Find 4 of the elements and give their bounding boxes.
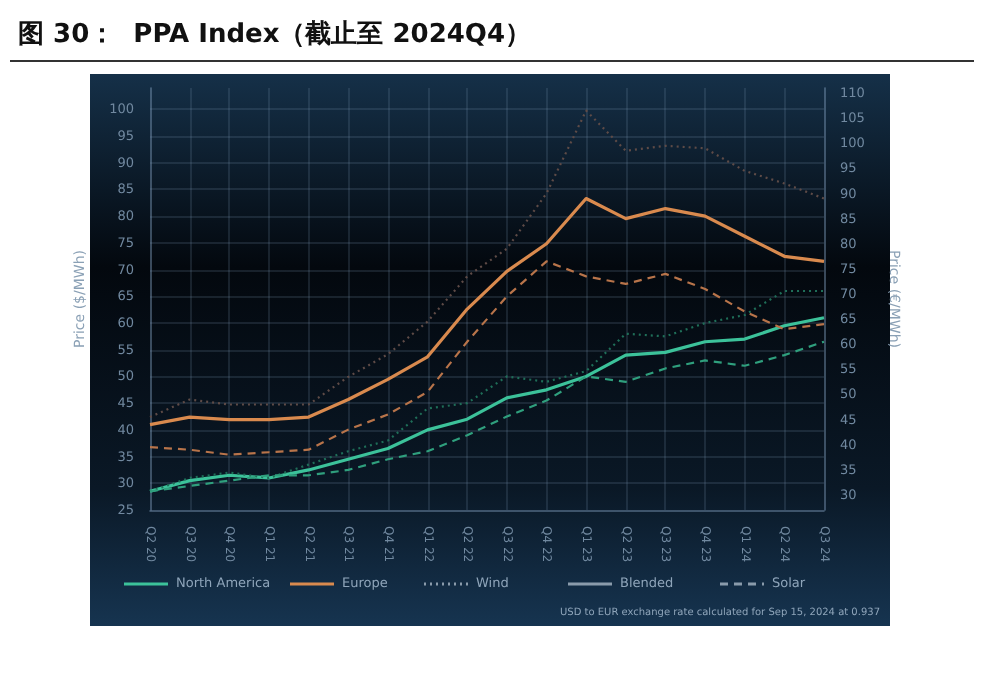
line-series	[148, 196, 826, 427]
line-series	[148, 109, 826, 419]
line-series	[148, 260, 826, 456]
chart-title: 图 30： PPA Index（截止至 2024Q4）	[18, 20, 532, 50]
